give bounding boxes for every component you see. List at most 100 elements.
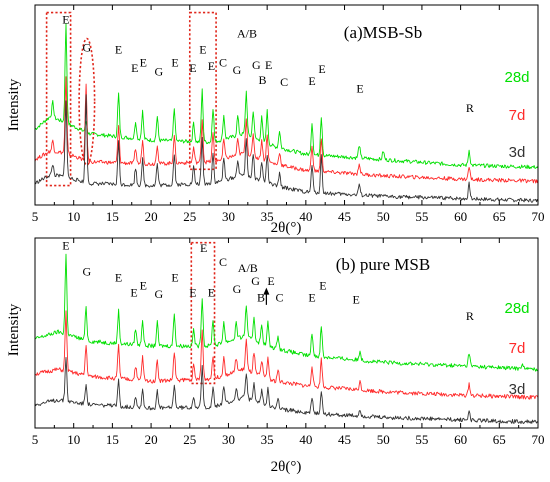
x-tick-label: 35 (261, 209, 274, 224)
peak-label: E (265, 58, 272, 72)
x-axis-title: 2θ(°) (271, 459, 302, 475)
label-layer: (b) pure MSB 2θ(°) Intensity 28d 7d 3d E… (6, 239, 530, 475)
panel-b-pure-msb: 5 10 15 20 25 30 35 40 45 50 55 60 65 70 (b) pure MSB… (6, 237, 545, 475)
trace-layer (34, 253, 539, 425)
peak-label: E (356, 82, 363, 96)
series-label-3d: 3d (509, 381, 526, 398)
series-line-7d (34, 310, 539, 400)
x-tick-label: 10 (67, 209, 80, 224)
peak-label: E (208, 286, 215, 300)
y-axis-title: Intensity (6, 78, 22, 131)
axes-layer: 5 10 15 20 25 30 35 40 45 50 55 60 65 70 (32, 4, 545, 224)
peak-label: C (219, 56, 227, 70)
panel-title: (b) pure MSB (336, 255, 430, 274)
highlight-box (190, 241, 216, 385)
x-tick-label: 25 (183, 432, 196, 447)
peak-label: G (154, 64, 163, 78)
peak-label: E (200, 241, 207, 255)
x-tick-label: 55 (415, 209, 428, 224)
peak-label: G (252, 58, 261, 72)
x-tick-label: 60 (454, 432, 467, 447)
arrow-head (263, 287, 270, 295)
peak-label: G (83, 40, 92, 54)
x-tick-label: 20 (145, 209, 158, 224)
peak-label: G (233, 282, 242, 296)
plot-frame (34, 4, 539, 206)
trace-layer (34, 23, 539, 203)
x-tick-label: 35 (261, 432, 274, 447)
peak-label: E (189, 61, 196, 75)
series-line-28d (34, 23, 539, 170)
x-tick-label: 50 (377, 432, 390, 447)
peak-label: E (171, 56, 178, 70)
series-label-3d: 3d (509, 144, 526, 161)
x-tick-label: 5 (32, 432, 39, 447)
highlight-box (188, 11, 217, 171)
peak-label: E (199, 43, 206, 57)
x-tick-label: 15 (106, 209, 119, 224)
series-label-7d: 7d (509, 107, 526, 124)
peak-label: E (171, 270, 178, 284)
peak-label: R (466, 101, 474, 115)
x-tick-label: 50 (377, 209, 390, 224)
peak-label: B (259, 73, 267, 87)
x-tick-label: 40 (299, 432, 312, 447)
peak-label: C (276, 290, 284, 304)
peak-label: G (251, 274, 260, 288)
peak-label: E (308, 290, 315, 304)
x-tick-label: 20 (145, 432, 158, 447)
x-tick-label: 55 (415, 432, 428, 447)
x-tick-label: 70 (532, 432, 545, 447)
y-axis-title: Intensity (6, 303, 22, 356)
axes-layer: 5 10 15 20 25 30 35 40 45 50 55 60 65 70 (32, 237, 545, 447)
peak-label: E (208, 59, 215, 73)
x-tick-label: 30 (222, 432, 235, 447)
peak-label: E (352, 293, 359, 307)
series-line-3d (34, 94, 539, 203)
peak-label: E (131, 61, 138, 75)
x-tick-label: 45 (338, 432, 351, 447)
x-tick-label: 30 (222, 209, 235, 224)
peak-label: A/B (237, 26, 257, 40)
peak-label: E (319, 279, 326, 293)
peak-label: E (267, 274, 274, 288)
peak-label: E (130, 286, 137, 300)
series-line-28d (34, 253, 539, 372)
peak-label: R (466, 309, 474, 323)
series-label-7d: 7d (509, 340, 526, 357)
peak-label: B (257, 290, 265, 304)
x-tick-label: 65 (493, 209, 506, 224)
series-label-28d: 28d (504, 300, 529, 317)
panel-title: (a)MSB-Sb (344, 23, 422, 42)
label-layer: (a)MSB-Sb 2θ(°) Intensity 28d 7d 3d EG EE… (6, 12, 530, 236)
peak-label: G (83, 265, 92, 279)
peak-label: C (280, 75, 288, 89)
highlight-ellipse (78, 37, 96, 166)
peak-label: E (140, 56, 147, 70)
series-line-3d (34, 356, 539, 425)
panel-a-msb-sb: 5 10 15 20 25 30 35 40 45 50 55 60 65 70 (a)MSB-Sb 2θ… (6, 4, 545, 236)
peak-label: E (140, 279, 147, 293)
x-tick-label: 60 (454, 209, 467, 224)
highlight-layer (190, 241, 216, 385)
series-line-7d (34, 76, 539, 184)
peak-label: E (62, 12, 69, 26)
plot-frame (34, 237, 539, 429)
peak-label: C (219, 255, 227, 269)
x-tick-label: 45 (338, 209, 351, 224)
x-tick-label: 65 (493, 432, 506, 447)
x-tick-label: 40 (299, 209, 312, 224)
x-tick-label: 25 (183, 209, 196, 224)
peak-label: G (154, 287, 163, 301)
series-label-28d: 28d (504, 69, 529, 86)
x-tick-label: 5 (32, 209, 39, 224)
peak-label: E (189, 286, 196, 300)
x-tick-label: 15 (106, 432, 119, 447)
peak-label: E (115, 270, 122, 284)
x-tick-label: 10 (67, 432, 80, 447)
peak-label: E (115, 43, 122, 57)
peak-label: E (308, 74, 315, 88)
peak-label: G (233, 63, 242, 77)
x-tick-label: 70 (532, 209, 545, 224)
